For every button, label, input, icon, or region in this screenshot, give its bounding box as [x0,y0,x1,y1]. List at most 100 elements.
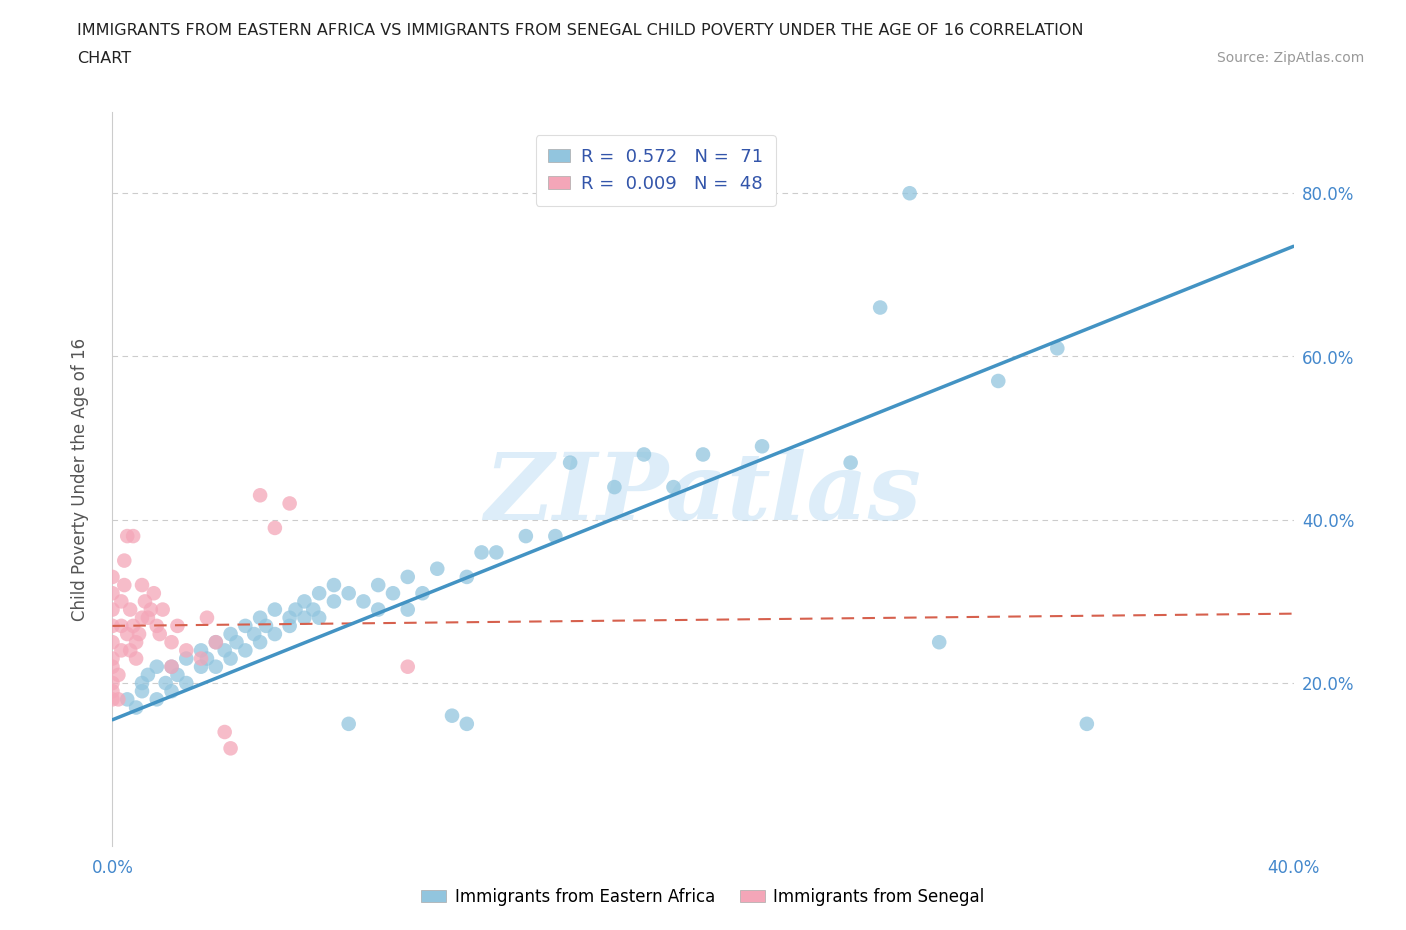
Point [898,186,921,201]
Point [139,602,162,617]
Y-axis label: Child Poverty Under the Age of 16: Child Poverty Under the Age of 16 [70,338,89,620]
Point [125,700,148,715]
Point [205,635,228,650]
Point [396,602,419,617]
Point [160,659,183,674]
Point [515,528,537,543]
Point [292,594,315,609]
Point [190,659,212,674]
Point [323,594,346,609]
Point [839,455,862,470]
Point [352,594,374,609]
Point [308,610,330,625]
Point [249,635,271,650]
Point [117,692,138,707]
Point [155,675,177,690]
Point [544,528,567,543]
Point [117,528,138,543]
Point [1046,341,1069,356]
Point [205,635,228,650]
Text: Source: ZipAtlas.com: Source: ZipAtlas.com [1216,51,1364,65]
Point [195,651,218,666]
Point [337,586,360,601]
Point [692,447,714,462]
Point [278,610,301,625]
Point [122,618,145,633]
Point [125,651,148,666]
Point [131,578,153,592]
Point [190,643,212,658]
Point [603,480,626,495]
Point [225,635,247,650]
Point [120,643,142,658]
Point [190,651,212,666]
Point [174,651,197,666]
Point [110,594,132,609]
Point [131,684,153,698]
Point [264,627,287,642]
Text: IMMIGRANTS FROM EASTERN AFRICA VS IMMIGRANTS FROM SENEGAL CHILD POVERTY UNDER TH: IMMIGRANTS FROM EASTERN AFRICA VS IMMIGR… [77,23,1084,38]
Text: ZIPatlas: ZIPatlas [485,448,921,538]
Point [107,692,129,707]
Point [456,716,478,731]
Point [128,627,150,642]
Point [662,480,685,495]
Point [131,610,153,625]
Point [987,374,1010,389]
Point [110,643,132,658]
Legend: Immigrants from Eastern Africa, Immigrants from Senegal: Immigrants from Eastern Africa, Immigran… [415,881,991,912]
Point [426,562,449,577]
Point [112,553,135,568]
Point [101,659,124,674]
Point [101,635,124,650]
Point [292,610,315,625]
Point [117,627,138,642]
Point [214,724,236,739]
Point [456,569,478,584]
Point [205,659,228,674]
Point [174,643,197,658]
Point [367,578,389,592]
Point [101,651,124,666]
Point [411,586,433,601]
Point [254,618,277,633]
Point [219,627,242,642]
Point [125,635,148,650]
Point [367,602,389,617]
Point [396,659,419,674]
Point [485,545,508,560]
Point [323,578,346,592]
Point [264,521,287,536]
Point [174,675,197,690]
Point [166,618,188,633]
Point [233,643,256,658]
Point [278,618,301,633]
Point [302,602,325,617]
Point [243,627,266,642]
Point [134,594,156,609]
Point [136,610,159,625]
Text: CHART: CHART [77,51,131,66]
Point [558,455,582,470]
Point [101,675,124,690]
Point [249,610,271,625]
Point [120,602,142,617]
Point [160,635,183,650]
Point [441,709,464,724]
Point [233,618,256,633]
Point [101,684,124,698]
Point [633,447,655,462]
Point [249,488,271,503]
Point [219,651,242,666]
Point [160,684,183,698]
Point [1076,716,1098,731]
Point [284,602,307,617]
Point [107,668,129,683]
Point [214,643,236,658]
Point [396,569,419,584]
Point [146,692,169,707]
Point [122,528,145,543]
Point [337,716,360,731]
Point [869,300,891,315]
Point [264,602,287,617]
